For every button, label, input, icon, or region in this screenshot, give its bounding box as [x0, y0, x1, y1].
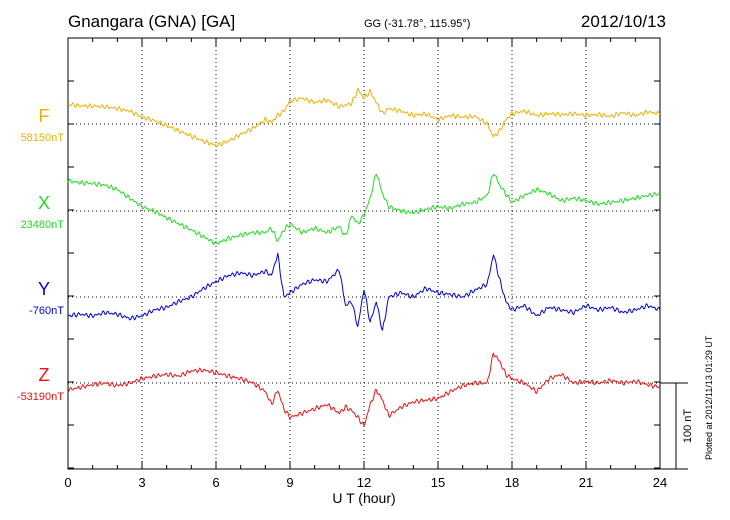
station-title: Gnangara (GNA) [GA]	[68, 12, 235, 31]
trace-f	[67, 87, 661, 147]
component-name-y: Y	[38, 279, 50, 299]
baseline-value-f: 58150nT	[21, 132, 65, 144]
x-axis-ticks	[67, 38, 661, 469]
x-axis-tick-labels: 0 3 6 9 12 15 18 21 24	[64, 475, 667, 490]
component-labels: F 58150nT X 23480nT Y -760nT Z -53190nT	[17, 106, 64, 403]
x-tick-label: 15	[431, 475, 445, 490]
station-coordinates: GG (-31.78°, 115.95°)	[364, 18, 470, 30]
x-tick-label: 9	[286, 475, 293, 490]
x-tick-label: 6	[212, 475, 219, 490]
x-tick-label: 18	[505, 475, 519, 490]
x-tick-label: 21	[579, 475, 593, 490]
scale-bar: 100 nT	[660, 382, 694, 470]
date-label: 2012/10/13	[581, 12, 666, 31]
x-tick-label: 3	[138, 475, 145, 490]
component-name-z: Z	[39, 365, 50, 385]
trace-y	[67, 252, 661, 331]
x-tick-label: 24	[653, 475, 667, 490]
baseline-value-y: -760nT	[29, 305, 64, 317]
x-tick-label: 12	[357, 475, 371, 490]
component-traces	[67, 87, 661, 427]
trace-x	[67, 173, 661, 245]
component-name-x: X	[38, 193, 50, 213]
x-axis-label: U T (hour)	[332, 490, 395, 506]
baseline-value-x: 23480nT	[21, 219, 65, 231]
baseline-reference-lines	[68, 123, 660, 384]
component-name-f: F	[39, 106, 50, 126]
x-tick-label: 0	[64, 475, 71, 490]
trace-z	[67, 352, 661, 427]
grid-lines	[141, 38, 587, 469]
plotted-timestamp: Plotted at 2012/11/13 01:29 UT	[704, 335, 714, 460]
baseline-value-z: -53190nT	[17, 391, 64, 403]
scale-bar-label: 100 nT	[682, 409, 694, 444]
